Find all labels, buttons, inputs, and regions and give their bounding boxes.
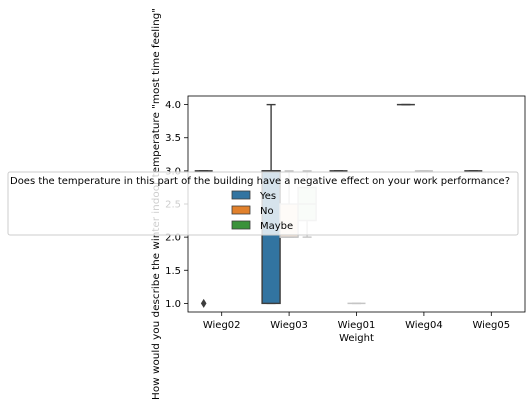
legend: Does the temperature in this part of the… [7, 171, 519, 236]
x-tick-label: Wieg04 [405, 320, 443, 331]
y-tick-label: 1.5 [165, 266, 181, 277]
legend-swatch-yes [231, 190, 251, 200]
x-tick-label: Wieg02 [203, 320, 241, 331]
legend-label-yes: Yes [259, 191, 276, 202]
legend-label-maybe: Maybe [260, 221, 293, 232]
y-tick-label: 3.5 [165, 133, 181, 144]
x-tick-label: Wieg05 [472, 320, 510, 331]
box-yes-wieg02 [194, 170, 213, 308]
legend-swatch-no [231, 205, 251, 215]
legend-label-no: No [260, 206, 274, 217]
y-tick-label: 1.0 [165, 299, 181, 310]
legend-title: Does the temperature in this part of the… [10, 176, 510, 187]
x-axis-label: Weight [339, 333, 374, 344]
outlier-point [200, 298, 207, 308]
legend-swatch-maybe [231, 220, 251, 230]
x-tick-label: Wieg03 [270, 320, 308, 331]
legend-frame [7, 171, 519, 236]
y-tick-label: 4.0 [165, 100, 181, 111]
y-tick-label: 2.0 [165, 233, 181, 244]
x-tick-label: Wieg01 [338, 320, 376, 331]
